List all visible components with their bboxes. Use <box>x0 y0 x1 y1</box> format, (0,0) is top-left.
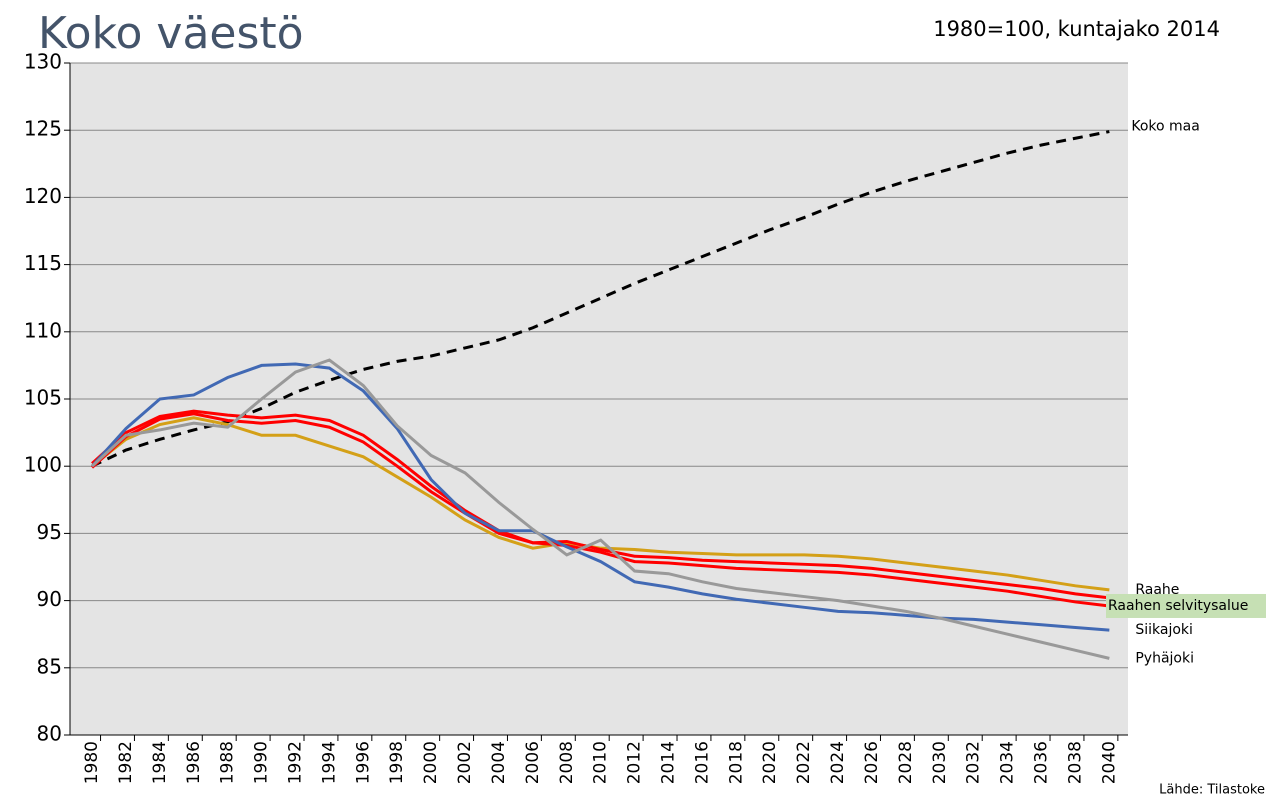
x-tick-label: 2036 <box>1032 741 1052 784</box>
x-tick-label: 1986 <box>184 741 204 784</box>
x-tick-label: 2000 <box>421 741 441 784</box>
series-line <box>91 412 1110 608</box>
x-tick-label: 2012 <box>625 741 645 784</box>
x-tick-label: 2010 <box>591 741 611 784</box>
series-line <box>91 130 1110 468</box>
y-tick-label: 115 <box>24 251 62 275</box>
x-tick-label: 2024 <box>828 741 848 784</box>
x-tick-label: 2040 <box>1099 741 1119 784</box>
y-tick-label: 110 <box>24 318 62 342</box>
y-tick-label: 125 <box>24 117 62 141</box>
x-tick-label: 2006 <box>523 741 543 784</box>
x-tick-label: 2018 <box>726 741 746 784</box>
series-line <box>91 358 1110 660</box>
chart-subtitle: 1980=100, kuntajako 2014 <box>933 17 1220 41</box>
x-tick-label: 2034 <box>998 741 1018 784</box>
series-label: Koko maa <box>1131 119 1199 135</box>
series-label: Raahen selvitysalue <box>1108 598 1248 614</box>
y-tick-label: 95 <box>37 520 62 544</box>
chart-title: Koko väestö <box>38 8 304 59</box>
x-tick-label: 1990 <box>252 741 272 784</box>
x-tick-label: 2032 <box>964 741 984 784</box>
source: Lähde: Tilastoke <box>1159 783 1265 798</box>
y-tick-label: 90 <box>37 587 62 611</box>
series-label: Siikajoki <box>1135 622 1193 638</box>
x-tick-label: 2008 <box>557 741 577 784</box>
x-tick-label: 1980 <box>82 741 102 784</box>
x-tick-label: 1992 <box>286 741 306 784</box>
x-tick-label: 2004 <box>489 741 509 784</box>
x-tick-label: 2016 <box>692 741 712 784</box>
x-tick-label: 2028 <box>896 741 916 784</box>
x-tick-label: 1984 <box>150 741 170 784</box>
x-tick-label: 2026 <box>862 741 882 784</box>
x-tick-label: 2014 <box>659 741 679 784</box>
x-tick-label: 2002 <box>455 741 475 784</box>
y-tick-label: 120 <box>24 184 62 208</box>
y-tick-label: 105 <box>24 386 62 410</box>
x-tick-label: 1998 <box>387 741 407 784</box>
label-background <box>1106 593 1266 618</box>
y-tick-label: 100 <box>24 453 62 477</box>
x-tick-label: 1988 <box>218 741 238 784</box>
x-tick-label: 2038 <box>1065 741 1085 784</box>
x-tick-label: 2030 <box>930 741 950 784</box>
x-tick-label: 1982 <box>116 741 136 784</box>
series-line <box>91 409 1110 600</box>
x-tick-label: 2020 <box>760 741 780 784</box>
x-tick-label: 1994 <box>319 741 339 784</box>
y-tick-label: 85 <box>37 654 62 678</box>
series-label: Pyhäjoki <box>1135 650 1194 666</box>
y-tick-label: 130 <box>24 50 62 74</box>
x-tick-label: 2022 <box>794 741 814 784</box>
series-label: Raahe <box>1135 582 1179 598</box>
y-tick-label: 80 <box>37 722 62 746</box>
x-tick-label: 1996 <box>353 741 373 784</box>
